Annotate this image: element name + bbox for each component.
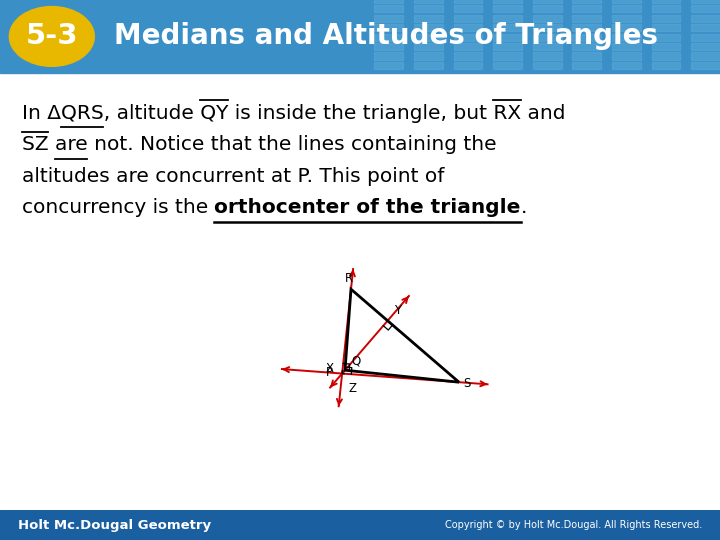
Bar (533, 24, 562, 31)
Bar (533, 5, 562, 12)
Bar (454, 62, 482, 69)
Text: Holt Mc.Dougal Geometry: Holt Mc.Dougal Geometry (18, 518, 211, 532)
Bar (572, 5, 601, 12)
Bar (493, 15, 522, 22)
Text: S: S (464, 377, 471, 390)
Text: In ΔQRS, altitude QY is inside the triangle, but RX and: In ΔQRS, altitude QY is inside the trian… (22, 104, 565, 123)
Bar (572, 24, 601, 31)
Text: X: X (325, 362, 333, 375)
Bar (612, 52, 641, 60)
Bar (612, 33, 641, 41)
Text: SZ are not. Notice that the lines containing the: SZ are not. Notice that the lines contai… (22, 135, 496, 154)
Bar (691, 43, 720, 50)
Bar (652, 52, 680, 60)
Bar (533, 52, 562, 60)
Bar (612, 43, 641, 50)
Bar (691, 0, 720, 3)
Bar (572, 15, 601, 22)
Bar (691, 33, 720, 41)
Text: altitudes are concurrent at ​P. This point of: altitudes are concurrent at ​P. This poi… (22, 166, 444, 186)
Bar (414, 62, 443, 69)
Bar (612, 24, 641, 31)
Bar (454, 52, 482, 60)
Bar (652, 24, 680, 31)
Bar (454, 43, 482, 50)
Text: Y: Y (394, 304, 401, 317)
Bar (414, 5, 443, 12)
Bar (572, 0, 601, 3)
Text: Copyright © by Holt Mc.Dougal. All Rights Reserved.: Copyright © by Holt Mc.Dougal. All Right… (445, 520, 702, 530)
Bar (652, 43, 680, 50)
Text: Medians and Altitudes of Triangles: Medians and Altitudes of Triangles (114, 23, 658, 50)
Bar (493, 0, 522, 3)
Bar (454, 5, 482, 12)
Bar (493, 62, 522, 69)
Bar (533, 15, 562, 22)
Bar (374, 43, 403, 50)
Text: P: P (326, 366, 333, 379)
Bar (652, 33, 680, 41)
Bar (414, 0, 443, 3)
Bar (493, 52, 522, 60)
Bar (533, 33, 562, 41)
Bar (493, 5, 522, 12)
Bar (374, 15, 403, 22)
Bar (374, 33, 403, 41)
Bar (374, 24, 403, 31)
Bar (414, 52, 443, 60)
Bar (533, 0, 562, 3)
Text: 5-3: 5-3 (25, 23, 78, 50)
Text: concurrency is the: concurrency is the (22, 198, 215, 217)
Text: R: R (345, 272, 353, 285)
Bar (652, 62, 680, 69)
Bar (691, 15, 720, 22)
Bar (691, 24, 720, 31)
Bar (691, 5, 720, 12)
Bar (652, 15, 680, 22)
Bar (454, 0, 482, 3)
Bar (533, 43, 562, 50)
Bar (454, 24, 482, 31)
Bar (572, 52, 601, 60)
Bar (612, 0, 641, 3)
Ellipse shape (9, 6, 94, 66)
Bar (572, 62, 601, 69)
Bar (612, 15, 641, 22)
Text: Q: Q (351, 354, 360, 367)
Bar (652, 0, 680, 3)
Bar (493, 24, 522, 31)
Bar (374, 62, 403, 69)
Bar (374, 52, 403, 60)
Bar (454, 33, 482, 41)
Bar (493, 43, 522, 50)
Bar (533, 62, 562, 69)
Bar (414, 15, 443, 22)
Bar (414, 33, 443, 41)
Bar (652, 5, 680, 12)
Bar (612, 62, 641, 69)
Bar (374, 5, 403, 12)
Bar (414, 43, 443, 50)
Bar (572, 43, 601, 50)
Text: orthocenter of the triangle: orthocenter of the triangle (215, 198, 521, 217)
Bar (493, 33, 522, 41)
Text: Z: Z (348, 382, 356, 395)
Bar (612, 5, 641, 12)
Bar (691, 52, 720, 60)
Bar (572, 33, 601, 41)
Bar (691, 62, 720, 69)
Text: .: . (521, 198, 527, 217)
Bar (414, 24, 443, 31)
Bar (374, 0, 403, 3)
Bar (454, 15, 482, 22)
